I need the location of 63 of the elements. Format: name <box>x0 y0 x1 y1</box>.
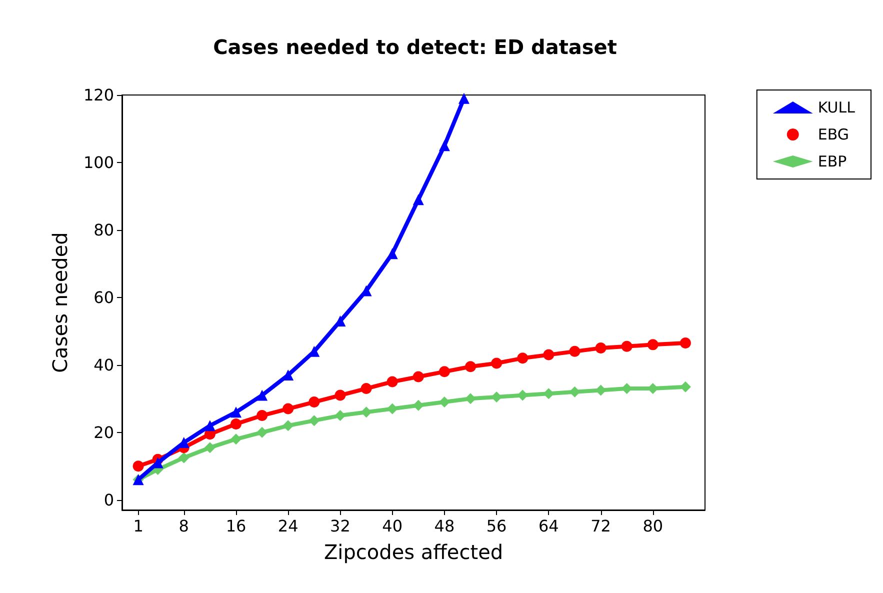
point <box>282 370 294 381</box>
point <box>438 366 450 378</box>
x-tick-label: 80 <box>642 516 664 536</box>
point <box>386 376 398 388</box>
point <box>204 420 216 432</box>
point <box>282 420 294 432</box>
point <box>308 396 320 408</box>
point <box>230 434 242 445</box>
x-tick-label: 24 <box>278 516 298 536</box>
point <box>491 358 502 369</box>
point <box>680 337 691 348</box>
point <box>647 339 658 350</box>
x-axis-title: Zipcodes affected <box>324 540 504 564</box>
y-tick-label: 0 <box>104 490 114 510</box>
point <box>178 452 190 464</box>
x-tick-label: 32 <box>330 516 350 536</box>
point <box>438 140 450 152</box>
point <box>334 390 346 401</box>
point <box>464 393 476 404</box>
y-tick-label: 100 <box>83 152 114 172</box>
x-tick-label: 40 <box>382 516 403 536</box>
y-tick-label: 120 <box>83 86 114 104</box>
point <box>256 410 268 422</box>
point <box>386 248 398 260</box>
point <box>412 371 424 382</box>
point <box>621 340 632 352</box>
legend-label: EBP <box>818 152 847 170</box>
x-tick-label: 1 <box>133 516 144 536</box>
point <box>543 388 554 400</box>
point <box>230 418 242 430</box>
point <box>517 352 528 364</box>
x-tick-label: 48 <box>434 516 455 536</box>
point <box>360 406 372 418</box>
chart-title: Cases needed to detect: ED dataset <box>213 35 618 59</box>
x-tick-label: 56 <box>486 516 507 536</box>
y-tick-label: 40 <box>94 355 114 374</box>
point <box>543 349 554 360</box>
point <box>308 415 320 426</box>
point <box>595 342 606 354</box>
point <box>204 442 216 454</box>
point <box>412 400 424 411</box>
point <box>412 194 424 206</box>
point <box>386 403 398 414</box>
point <box>132 460 144 472</box>
point <box>569 346 580 357</box>
point <box>458 92 470 104</box>
x-tick-label: 8 <box>178 516 189 536</box>
y-tick-label: 60 <box>94 288 114 307</box>
point <box>360 383 372 394</box>
point <box>465 361 476 372</box>
y-axis-title: Cases needed <box>48 232 72 373</box>
point <box>282 403 294 414</box>
y-tick-label: 20 <box>94 422 114 442</box>
x-tick-label: 64 <box>538 516 559 536</box>
point <box>230 406 242 418</box>
x-tick-label: 72 <box>590 516 611 536</box>
legend-label: KULL <box>818 98 856 116</box>
x-tick-label: 16 <box>226 516 246 536</box>
y-tick-label: 80 <box>94 220 114 240</box>
point <box>334 410 346 422</box>
point <box>256 426 268 438</box>
legend-label: EBG <box>818 126 850 144</box>
point <box>256 390 268 401</box>
